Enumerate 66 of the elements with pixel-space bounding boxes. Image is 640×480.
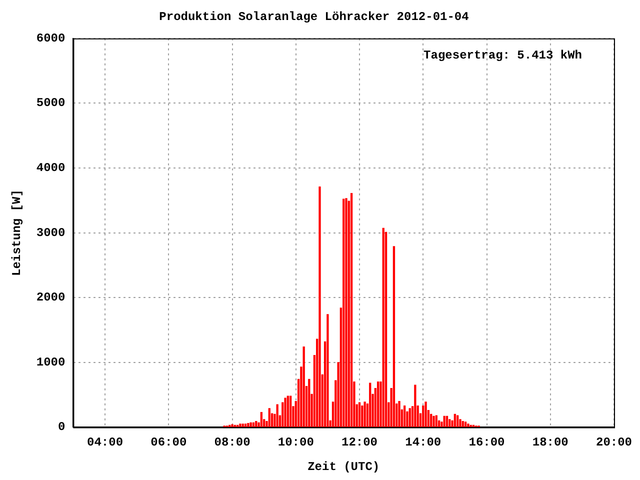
x-tick-label: 06:00 [150,435,187,450]
bar [446,416,448,428]
bar [286,396,290,428]
bar [448,419,451,428]
bar [350,192,353,428]
bar [432,416,435,428]
bar [459,419,462,428]
bar [403,405,406,428]
y-tick-label: 6000 [36,31,66,46]
bar [302,346,305,428]
bar [239,424,242,428]
bar [326,314,329,428]
bar [456,415,459,428]
bar [268,408,270,428]
x-tick-label: 14:00 [405,435,442,450]
bar [414,384,416,428]
y-tick-label: 2000 [36,290,66,305]
x-tick-label: 16:00 [468,435,505,450]
bar [361,405,364,428]
bar [424,402,427,428]
annotation: Tagesertrag: 5.413 kWh [424,48,582,62]
bar [242,424,244,428]
x-tick-label: 04:00 [87,435,124,450]
x-axis-title: Zeit (UTC) [308,460,380,474]
bar [443,416,446,428]
bar [358,402,361,428]
bar [255,421,258,428]
bar [260,412,263,428]
bar [467,424,470,428]
chart-title: Produktion Solaranlage Löhracker 2012-01-04 [159,10,469,24]
bar [250,422,252,428]
y-tick-label: 4000 [36,161,66,176]
bar [464,422,467,428]
y-tick-label: 5000 [36,96,66,110]
y-axis-title: Leistung [W] [10,190,24,276]
bar [318,186,321,428]
y-tick-label: 0 [58,420,66,434]
bar [454,414,456,428]
bar [384,232,388,428]
bar [342,198,345,428]
x-tick-label: 18:00 [532,435,568,450]
bar [369,382,372,428]
bar [244,424,247,428]
bar [392,246,396,428]
bar [308,378,310,428]
x-tick-label: 20:00 [596,435,632,450]
bar [422,405,424,428]
bar [247,422,250,428]
bar [345,198,348,428]
x-tick-label: 08:00 [214,435,250,450]
bar [231,424,234,428]
bar [430,414,432,428]
bar [408,408,411,428]
y-tick-label: 3000 [36,226,66,240]
bar [276,404,278,428]
bar [290,396,292,428]
bar [398,400,400,428]
bar [435,415,438,428]
x-tick-label: 12:00 [342,435,378,450]
bar [462,421,464,428]
bar [364,402,366,428]
x-tick-label: 10:00 [278,435,314,450]
y-tick-label: 1000 [36,355,66,370]
bar [376,382,380,428]
bar [382,228,384,428]
bar [284,398,286,428]
